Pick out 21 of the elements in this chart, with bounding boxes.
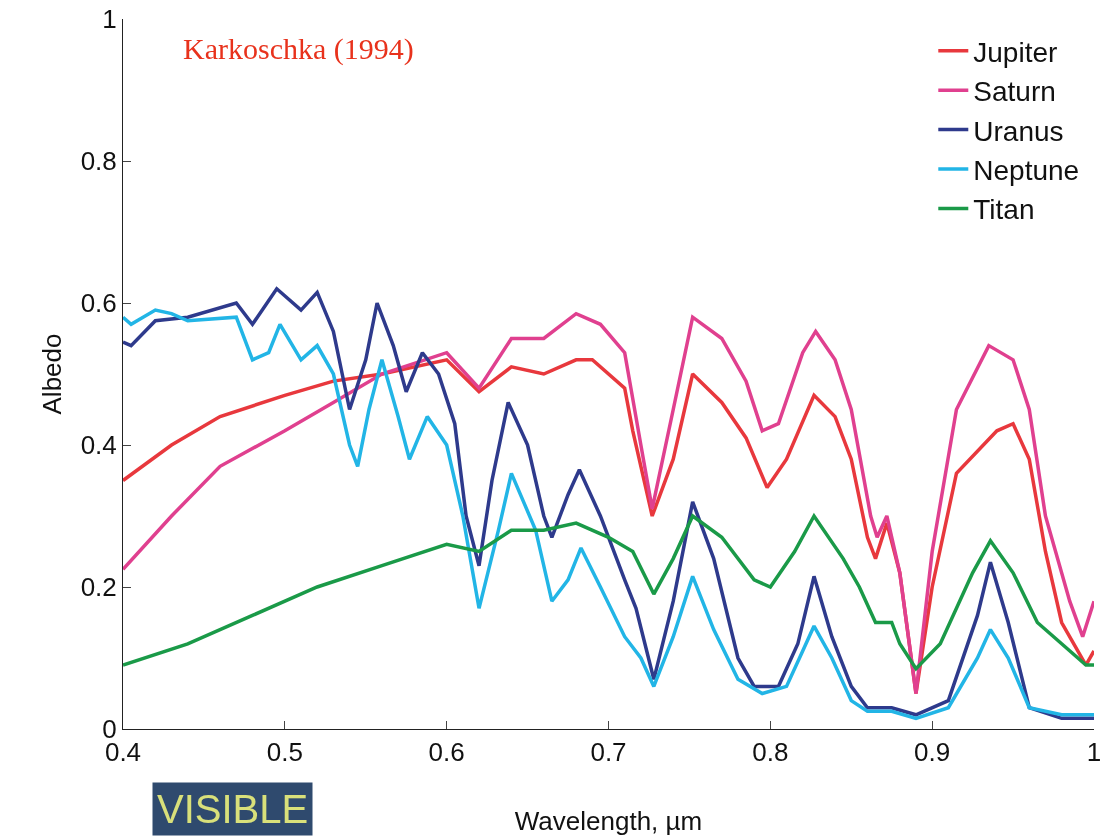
y-axis-title: Albedo (37, 333, 67, 415)
x-tick-label: 0.8 (752, 737, 789, 768)
legend-label: Neptune (973, 154, 1080, 186)
y-tick-label: 0.2 (80, 572, 117, 603)
annotation: Karkoschka (1994) (183, 32, 414, 66)
y-tick-label: 0.4 (80, 430, 117, 461)
x-tick-label: 1 (1086, 737, 1102, 768)
x-axis-title: Wavelength, µm (514, 805, 703, 836)
y-tick-label: 0.8 (80, 146, 117, 177)
text: VISIBLE (157, 787, 309, 831)
x-tick-label: 0.5 (266, 737, 303, 768)
legend-label: Uranus (973, 115, 1064, 147)
y-tick-label: 1 (102, 4, 117, 35)
y-tick-label: 0.6 (80, 288, 117, 319)
x-tick-label: 0.7 (590, 737, 627, 768)
legend-label: Saturn (973, 76, 1056, 108)
x-tick-label: 0.9 (914, 737, 951, 768)
line-series (123, 514, 1094, 671)
legend-label: Jupiter (973, 36, 1058, 68)
legend-label: Titan (973, 194, 1035, 226)
x-tick-label: 0.6 (428, 737, 465, 768)
